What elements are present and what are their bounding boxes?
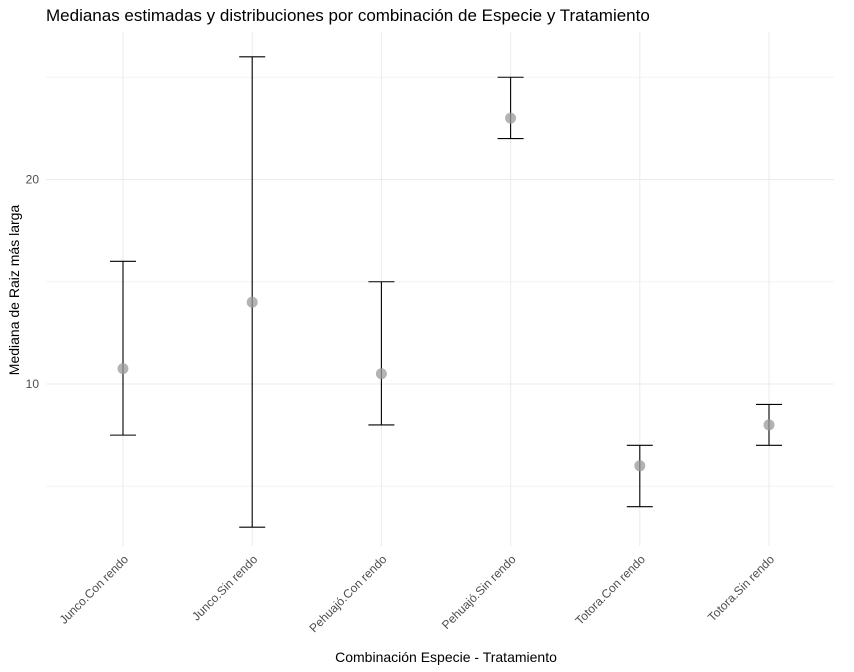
y-tick-label: 10 (26, 377, 40, 391)
y-axis-title: Mediana de Raiz más larga (6, 205, 22, 376)
x-tick-labels: Junco.Con rendo Junco.Sin rendo Pehuajó.Co… (57, 552, 778, 635)
median-point (117, 363, 129, 375)
median-point (634, 460, 646, 472)
grid (46, 32, 834, 546)
median-point (246, 296, 258, 308)
chart-title: Medianas estimadas y distribuciones por … (46, 6, 650, 25)
x-tick-label: Totora.Sin rendo (705, 552, 777, 624)
x-tick-label: Pehuajó.Con rendo (306, 552, 389, 635)
y-tick-label: 20 (26, 173, 40, 187)
y-tick-labels: 10 20 (26, 173, 40, 392)
median-point (375, 368, 387, 380)
median-points (117, 112, 775, 472)
median-point (505, 112, 517, 124)
x-tick-label: Totora.Con rendo (572, 552, 648, 628)
x-tick-label: Pehuajó.Sin rendo (439, 552, 519, 632)
median-point (763, 419, 775, 431)
x-tick-label: Junco.Con rendo (57, 552, 132, 627)
x-axis-title: Combinación Especie - Tratamiento (335, 649, 557, 665)
error-bars (110, 56, 782, 528)
x-tick-label: Junco.Sin rendo (189, 552, 260, 623)
